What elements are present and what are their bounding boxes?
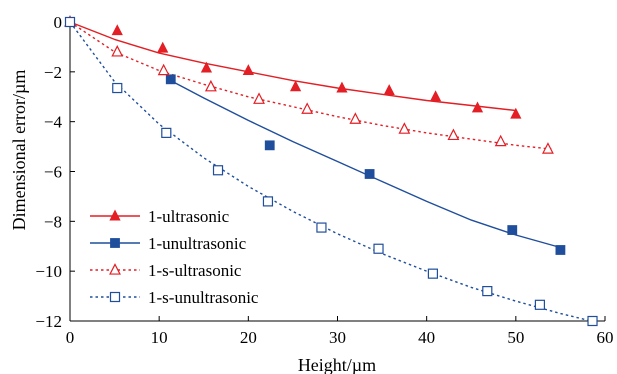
legend-label-1-s-ultrasonic: 1-s-ultrasonic xyxy=(148,261,242,280)
point-1-s-unultrasonic xyxy=(112,82,123,94)
point-1-s-unultrasonic xyxy=(373,243,384,254)
legend-label-1-ultrasonic: 1-ultrasonic xyxy=(148,207,230,226)
point-1-unultrasonic xyxy=(555,245,566,255)
point-1-ultrasonic xyxy=(336,81,348,93)
point-1-s-ultrasonic xyxy=(447,128,460,141)
point-1-s-unultrasonic xyxy=(587,315,598,327)
x-ticks: 0 10 20 30 40 50 60 xyxy=(66,316,614,347)
point-1-s-unultrasonic xyxy=(212,165,224,176)
legend-marker-1-s-ultrasonic xyxy=(109,263,121,275)
point-1-s-ultrasonic xyxy=(111,45,124,57)
y-tick-label: −12 xyxy=(35,312,62,331)
x-tick-label: 40 xyxy=(418,328,435,347)
legend-marker-1-unultrasonic xyxy=(110,238,120,248)
y-tick-label: −8 xyxy=(44,212,62,231)
y-tick-label: 0 xyxy=(54,13,63,32)
y-ticks: 0 −2 −4 −6 −8 −10 −12 xyxy=(35,13,75,331)
legend-marker-1-ultrasonic xyxy=(109,209,121,221)
point-1-ultrasonic xyxy=(429,90,442,102)
point-1-ultrasonic xyxy=(157,41,169,53)
point-1-s-ultrasonic xyxy=(542,142,554,154)
point-1-ultrasonic xyxy=(471,101,484,113)
point-1-ultrasonic xyxy=(111,24,123,36)
point-1-s-unultrasonic xyxy=(316,222,327,233)
point-1-unultrasonic xyxy=(507,225,518,235)
point-1-s-ultrasonic xyxy=(253,92,265,104)
point-1-s-unultrasonic xyxy=(64,16,76,28)
point-1-ultrasonic xyxy=(200,61,213,73)
point-1-s-unultrasonic xyxy=(427,268,439,279)
point-1-unultrasonic xyxy=(364,169,375,179)
x-tick-label: 0 xyxy=(66,328,75,347)
point-1-ultrasonic xyxy=(289,80,302,92)
legend-marker-1-s-unultrasonic xyxy=(109,291,121,303)
point-1-s-ultrasonic xyxy=(301,102,314,114)
point-1-unultrasonic xyxy=(264,140,275,151)
point-1-s-ultrasonic xyxy=(349,112,362,124)
x-tick-label: 60 xyxy=(597,328,614,347)
fit-curves xyxy=(69,21,597,323)
x-tick-label: 20 xyxy=(240,328,257,347)
fit-line-1-ultrasonic xyxy=(69,21,516,112)
legend: 1-ultrasonic 1-unultrasonic 1-s-ultrasonic… xyxy=(90,207,259,307)
y-tick-label: −6 xyxy=(44,163,62,182)
point-1-s-unultrasonic xyxy=(161,127,172,138)
point-1-s-unultrasonic xyxy=(534,299,546,310)
point-1-s-ultrasonic xyxy=(157,63,170,76)
y-tick-label: −4 xyxy=(44,113,63,132)
data-points xyxy=(64,15,598,327)
point-1-s-unultrasonic xyxy=(482,286,493,297)
y-axis-title: Dimensional error/µm xyxy=(9,70,29,231)
legend-label-1-unultrasonic: 1-unultrasonic xyxy=(148,234,247,253)
x-tick-label: 50 xyxy=(507,328,524,347)
x-tick-label: 30 xyxy=(329,328,346,347)
fit-line-1-s-ultrasonic xyxy=(69,21,552,150)
point-1-ultrasonic xyxy=(510,107,522,119)
point-1-s-unultrasonic xyxy=(262,196,274,207)
point-1-ultrasonic xyxy=(242,64,254,76)
point-1-s-ultrasonic xyxy=(398,122,411,134)
y-tick-label: −10 xyxy=(35,262,62,281)
point-1-s-ultrasonic xyxy=(494,134,507,147)
point-1-ultrasonic xyxy=(383,84,395,95)
x-axis-title: Height/µm xyxy=(298,355,376,374)
y-tick-label: −2 xyxy=(44,63,62,82)
fit-line-1-unultrasonic xyxy=(170,79,561,249)
x-tick-label: 10 xyxy=(151,328,168,347)
legend-label-1-s-unultrasonic: 1-s-unultrasonic xyxy=(148,288,259,307)
point-1-unultrasonic xyxy=(165,74,176,85)
point-1-s-ultrasonic xyxy=(204,79,217,92)
